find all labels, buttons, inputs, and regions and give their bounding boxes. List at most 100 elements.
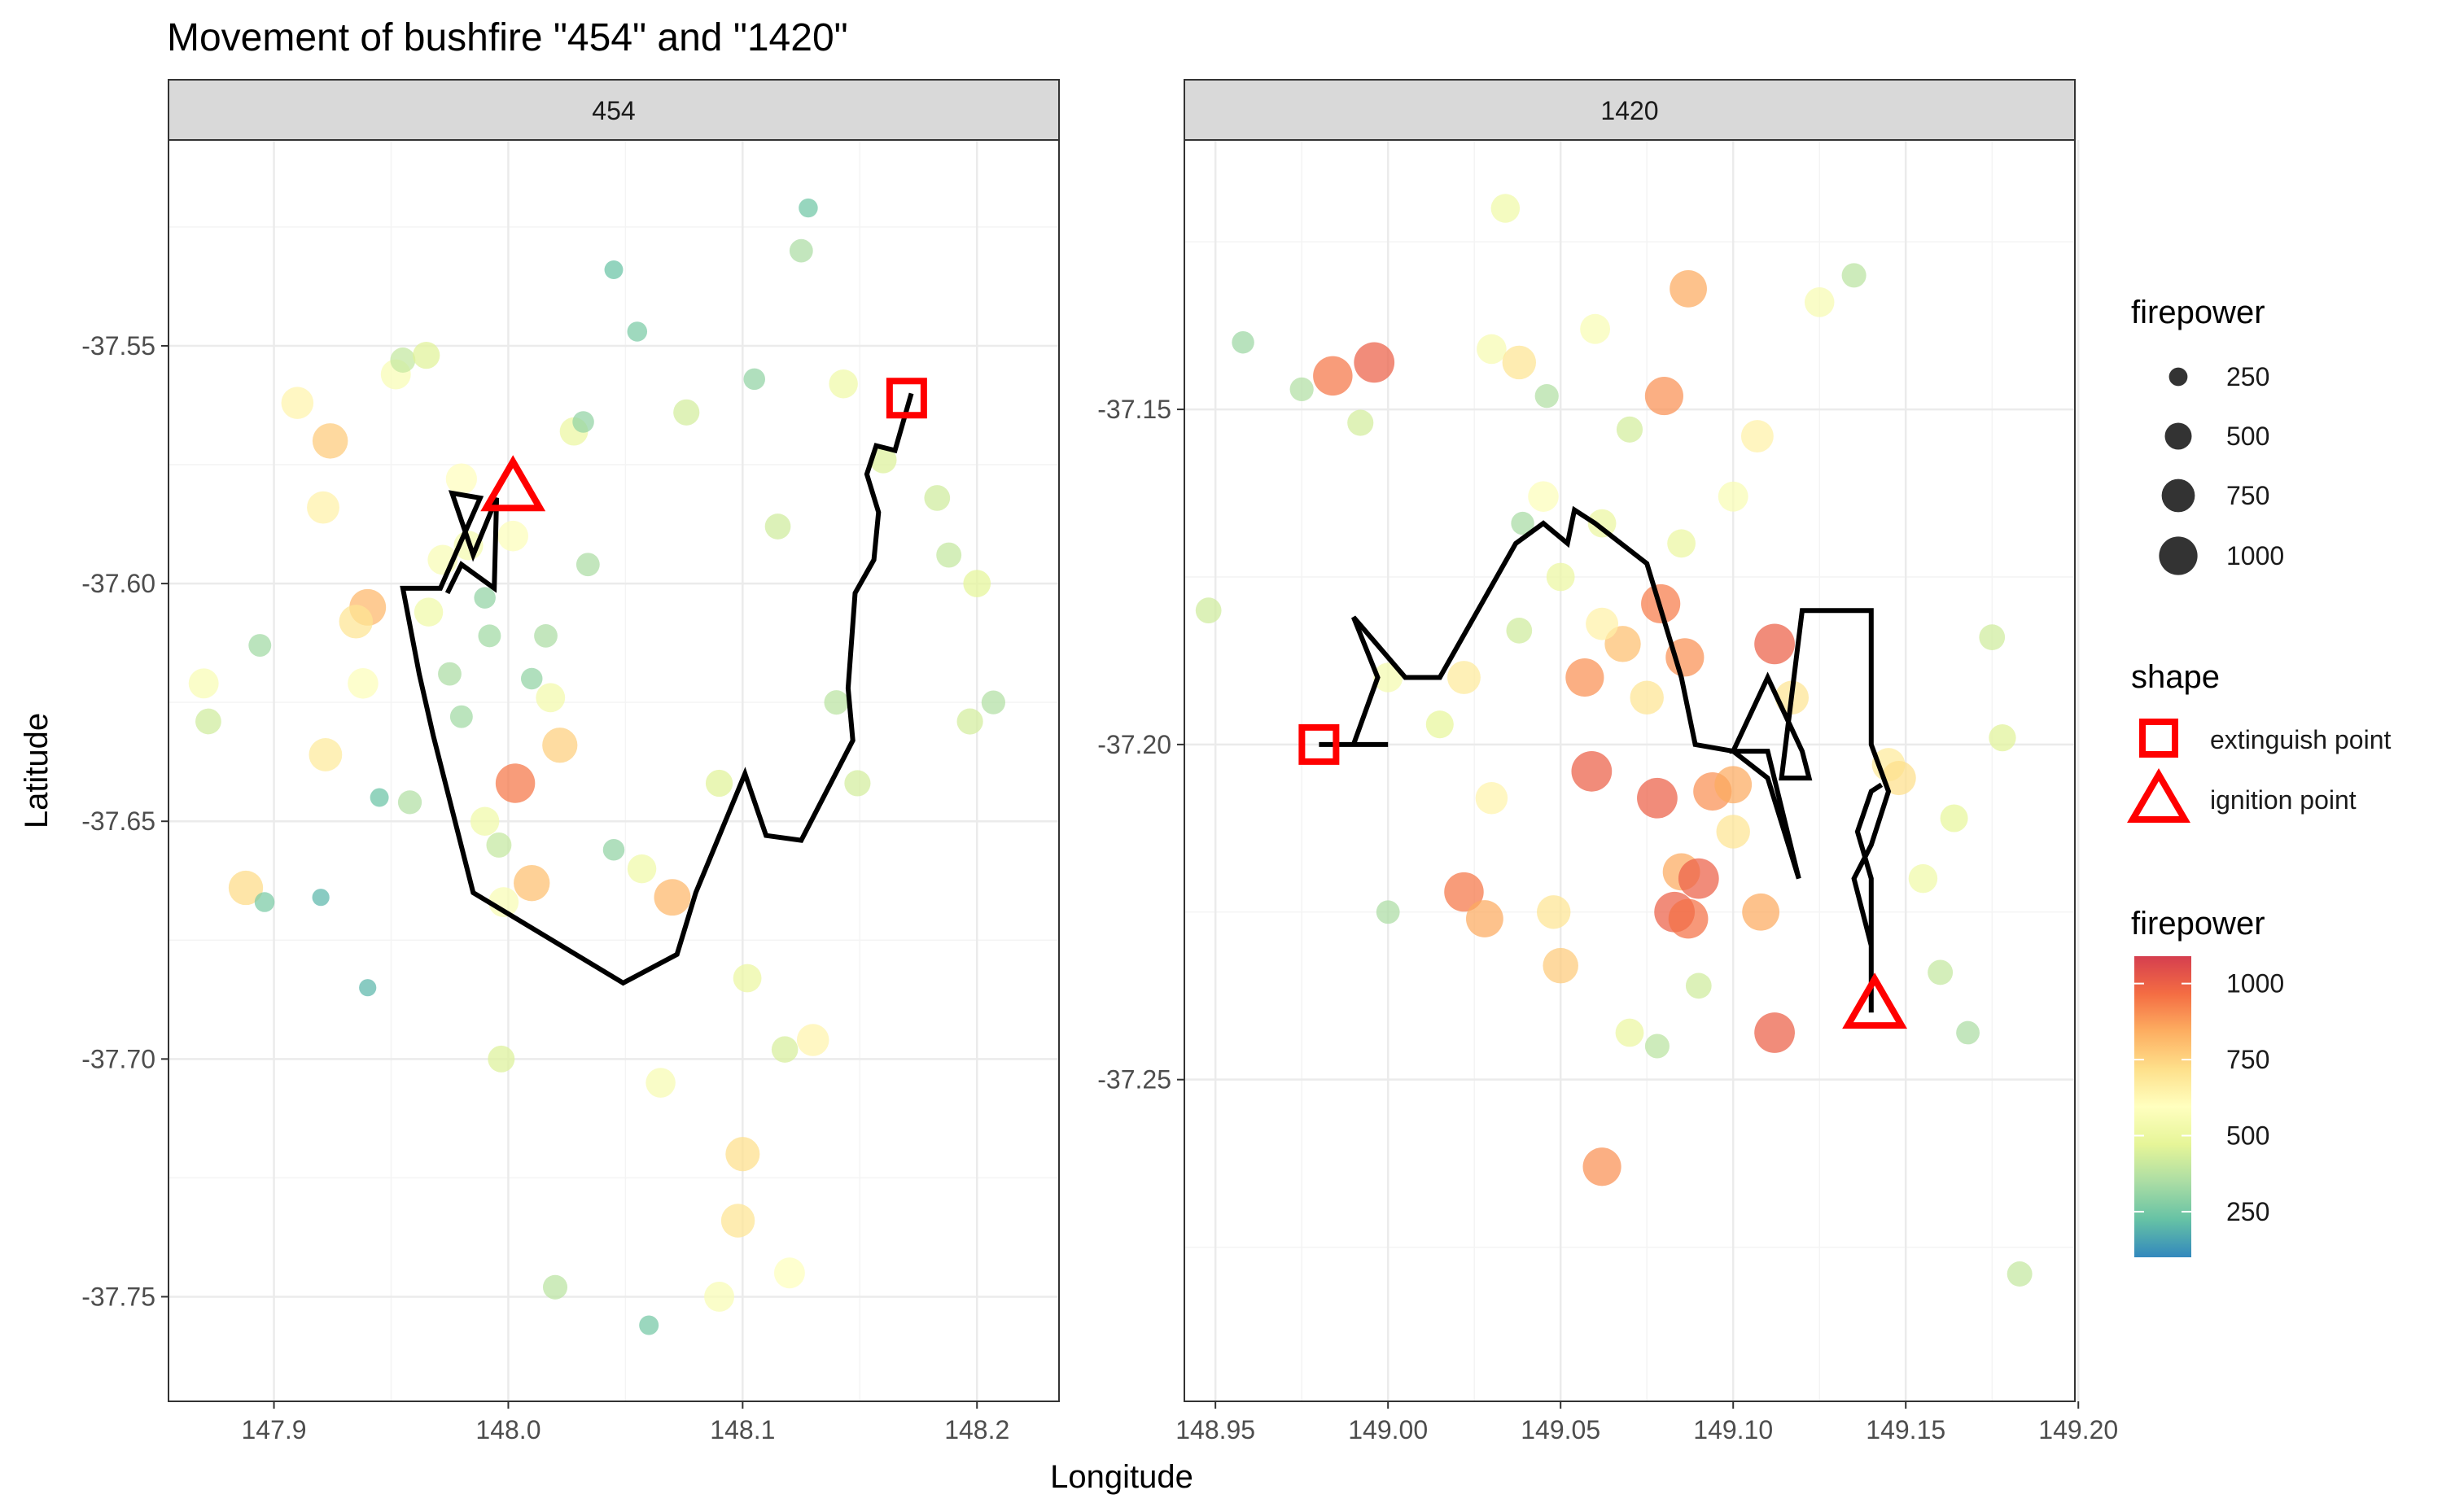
data-point bbox=[869, 446, 897, 474]
data-point bbox=[495, 763, 536, 803]
data-point bbox=[1546, 562, 1575, 592]
data-point bbox=[1616, 416, 1643, 443]
colorbar-label: 250 bbox=[2226, 1197, 2269, 1226]
y-tick-label: -37.25 bbox=[1097, 1065, 1171, 1095]
legend-shape-keys: extinguish point ignition point bbox=[2127, 719, 2391, 823]
data-point bbox=[470, 806, 500, 836]
data-point bbox=[307, 491, 339, 524]
data-point bbox=[445, 463, 477, 495]
legend-color-title: firepower bbox=[2131, 906, 2265, 942]
data-point bbox=[1289, 377, 1314, 401]
panel-strip-454 bbox=[168, 79, 1060, 141]
data-point bbox=[228, 870, 264, 906]
y-axis-title: Latitude bbox=[19, 713, 55, 828]
colorbar-label: 500 bbox=[2226, 1121, 2269, 1151]
data-point bbox=[1742, 893, 1780, 931]
data-point bbox=[1313, 356, 1353, 396]
data-point bbox=[1740, 420, 1774, 452]
ticks-1420: 148.95 149.00 149.05 149.10 149.15 149.20 -37.… bbox=[1097, 395, 2118, 1444]
x-tick-label: 148.0 bbox=[475, 1415, 540, 1444]
data-point bbox=[1586, 607, 1619, 640]
plot-title: Movement of bushfire "454" and "1420" bbox=[167, 16, 848, 59]
data-point bbox=[575, 553, 600, 577]
panel-background-1420 bbox=[1184, 140, 2075, 1401]
legend: firepower 250 500 750 1000 shape extinguish… bbox=[2127, 295, 2391, 1257]
data-point bbox=[1347, 409, 1374, 436]
data-point bbox=[1537, 895, 1571, 929]
square-marker-icon bbox=[2139, 719, 2178, 758]
data-point bbox=[312, 889, 330, 907]
data-point bbox=[773, 1257, 805, 1289]
data-point bbox=[627, 854, 657, 884]
colorbar-ticks: 250 500 750 1000 bbox=[2134, 969, 2284, 1226]
panel-strip-1420 bbox=[1184, 79, 2076, 141]
data-point bbox=[844, 770, 871, 797]
data-point bbox=[646, 1068, 676, 1098]
data-point bbox=[1718, 481, 1748, 512]
data-point bbox=[1447, 661, 1481, 694]
ignition-point-marker bbox=[1842, 972, 1907, 1029]
y-tick-label: -37.55 bbox=[81, 331, 155, 361]
panel-label-1420: 1420 bbox=[1600, 96, 1658, 125]
data-point bbox=[514, 864, 550, 902]
data-point bbox=[1928, 959, 1954, 985]
panel-454: 454 147.9 148.0 148.1 148.2 -37.55 -37.60 -37.… bbox=[81, 79, 1060, 1444]
x-tick-label: 148.1 bbox=[710, 1415, 775, 1444]
data-point bbox=[1630, 680, 1664, 714]
panel-border-454 bbox=[168, 139, 1060, 1402]
data-point bbox=[520, 667, 543, 690]
data-point bbox=[639, 1315, 659, 1335]
data-point bbox=[1716, 815, 1750, 849]
legend-size-key bbox=[2161, 479, 2195, 513]
data-point bbox=[1685, 972, 1712, 999]
markers-1420 bbox=[1298, 723, 1907, 1029]
data-point bbox=[1511, 511, 1534, 535]
triangle-marker-icon bbox=[2127, 768, 2190, 823]
data-point bbox=[390, 347, 416, 373]
ticks-454: 147.9 148.0 148.1 148.2 -37.55 -37.60 -37.65 -3… bbox=[81, 331, 1009, 1444]
legend-shape-title: shape bbox=[2131, 659, 2220, 695]
data-point bbox=[1881, 761, 1916, 796]
panel-background-454 bbox=[168, 140, 1059, 1401]
data-point bbox=[1754, 623, 1795, 665]
legend-extinguish-label: extinguish point bbox=[2210, 725, 2391, 754]
data-point bbox=[771, 1036, 799, 1063]
data-point bbox=[1528, 481, 1559, 512]
panel-border-1420 bbox=[1184, 139, 2076, 1402]
data-point bbox=[1475, 781, 1508, 815]
y-tick-label: -37.60 bbox=[81, 569, 155, 598]
data-point bbox=[1667, 529, 1696, 558]
legend-size-label: 750 bbox=[2226, 481, 2269, 510]
legend-size-key bbox=[2168, 367, 2188, 387]
data-point bbox=[413, 342, 440, 369]
data-point bbox=[1373, 662, 1403, 693]
data-point bbox=[936, 542, 962, 568]
data-point bbox=[1466, 900, 1503, 937]
data-point bbox=[799, 198, 818, 218]
data-point bbox=[1580, 313, 1611, 344]
legend-size-key bbox=[2159, 536, 2198, 575]
data-point bbox=[1637, 777, 1678, 819]
extinguish-point-marker bbox=[1298, 723, 1340, 765]
x-tick-label: 148.95 bbox=[1175, 1415, 1255, 1444]
data-point bbox=[743, 368, 765, 391]
data-point bbox=[488, 1045, 515, 1073]
data-point bbox=[542, 1274, 568, 1300]
data-point bbox=[829, 369, 858, 399]
data-point bbox=[2007, 1261, 2033, 1287]
x-tick-label: 149.15 bbox=[1866, 1415, 1945, 1444]
path-454 bbox=[400, 392, 914, 986]
data-point bbox=[789, 238, 813, 263]
data-point bbox=[1670, 269, 1707, 308]
data-point bbox=[534, 623, 558, 648]
points-1420 bbox=[1195, 194, 2033, 1287]
data-point bbox=[497, 520, 528, 552]
data-point bbox=[1444, 872, 1484, 912]
data-point bbox=[1956, 1020, 1980, 1045]
data-point bbox=[1534, 383, 1559, 409]
data-point bbox=[602, 839, 625, 861]
data-point bbox=[1668, 898, 1709, 939]
x-axis-title: Longitude bbox=[1050, 1459, 1193, 1495]
data-point bbox=[704, 1282, 735, 1312]
